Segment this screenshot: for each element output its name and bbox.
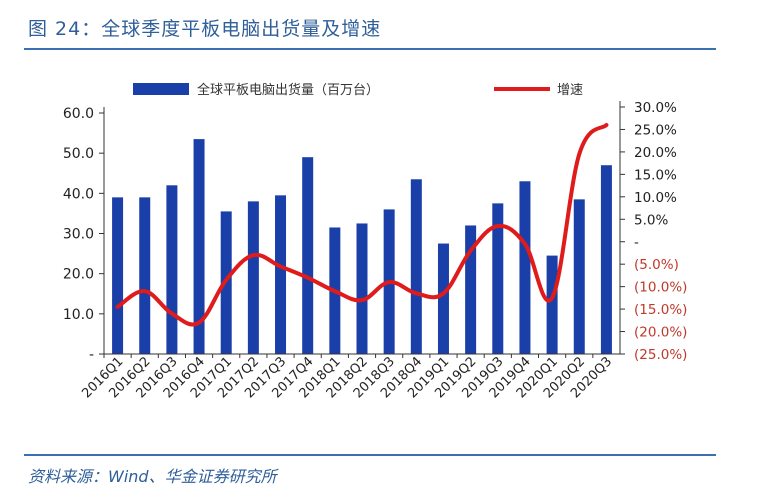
growth-point [279,264,283,268]
growth-point [224,278,228,282]
right-tick-label: (20.0%) [634,325,687,341]
bar-series [112,139,612,354]
legend: 全球平板电脑出货量（百万台） 增速 [133,82,583,98]
left-tick-label: 10.0 [63,307,94,323]
right-tick-label: 5.0% [634,212,668,228]
growth-point [333,289,337,293]
right-tick-label: (15.0%) [634,302,687,318]
legend-line-label: 增速 [557,83,583,98]
source-note: 资料来源：Wind、华金证券研究所 [28,467,277,486]
growth-point [550,296,554,300]
right-tick-label: (5.0%) [634,257,679,273]
growth-point [251,253,255,257]
bar [193,139,205,354]
bar [302,157,314,354]
bar [410,179,422,354]
right-tick-label: - [634,235,639,251]
footer-divider [24,454,716,456]
bar [492,203,504,354]
growth-point [116,305,120,309]
growth-point [306,276,310,280]
chart-title: 图 24：全球季度平板电脑出货量及增速 [28,18,382,40]
left-tick-label: 20.0 [63,267,94,283]
growth-point [577,152,581,156]
growth-point [360,298,364,302]
right-axis: 30.0% 25.0% 20.0% 15.0% 10.0% 5.0% - (5.0%) (10.… [619,100,687,363]
left-tick-label: 50.0 [63,146,94,162]
right-tick-label: 15.0% [634,167,677,183]
growth-point [197,321,201,325]
growth-point [496,224,500,228]
legend-bar-swatch [133,83,189,95]
growth-point [441,291,445,295]
growth-point [469,249,473,253]
growth-point [604,123,608,127]
left-tick-label: - [89,347,94,363]
right-tick-label: (25.0%) [634,347,687,363]
right-tick-label: 30.0% [634,100,677,116]
growth-point [387,280,391,284]
title-divider [24,48,716,50]
left-tick-label: 60.0 [63,106,94,122]
growth-point [414,291,418,295]
bar [247,201,259,354]
legend-bar-label: 全球平板电脑出货量（百万台） [197,82,379,98]
bar [519,181,531,354]
growth-point [170,312,174,316]
bar [573,199,585,354]
bar [465,225,477,354]
bar [356,223,368,354]
left-tick-label: 30.0 [63,227,94,243]
bar [546,255,558,354]
chart-area: 全球平板电脑出货量（百万台） 增速 - 10.0 20.0 30.0 40.0 50.0 6… [63,82,688,401]
bar [112,197,124,354]
bar [275,195,287,354]
x-axis: 2016Q12016Q22016Q32016Q42017Q12017Q22017… [79,353,620,401]
line-series [115,122,609,327]
bar [600,165,612,354]
left-tick-label: 40.0 [63,186,94,202]
right-tick-label: 20.0% [634,145,677,161]
left-axis: - 10.0 20.0 30.0 40.0 50.0 60.0 [63,106,105,363]
bar [437,243,449,354]
right-tick-label: 10.0% [634,190,677,206]
bar [166,185,178,354]
bar [139,197,151,354]
right-tick-label: (10.0%) [634,280,687,296]
growth-point [143,289,147,293]
right-tick-label: 25.0% [634,122,677,138]
growth-point [523,242,527,246]
